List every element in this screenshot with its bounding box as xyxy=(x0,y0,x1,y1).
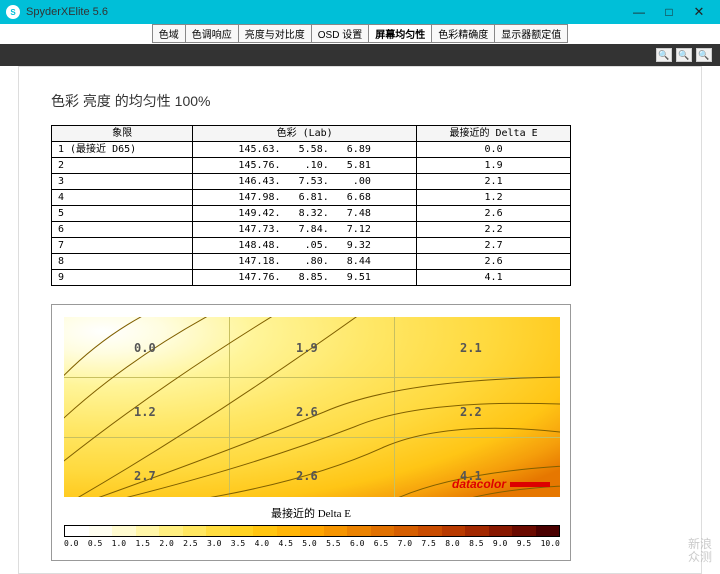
table-header: 象限 xyxy=(52,126,193,142)
table-row: 8147.18. .80. 8.442.6 xyxy=(52,254,571,270)
uniformity-table: 象限色彩 (Lab)最接近的 Delta E 1 (最接近 D65)145.63… xyxy=(51,125,571,286)
tab-3[interactable]: OSD 设置 xyxy=(312,24,369,43)
watermark: 新浪众测 xyxy=(688,538,712,564)
close-button[interactable]: ✕ xyxy=(684,4,714,20)
table-row: 1 (最接近 D65)145.63. 5.58. 6.890.0 xyxy=(52,142,571,158)
colorbar-ticks: 0.00.51.01.52.02.53.03.54.04.55.05.56.06… xyxy=(64,539,560,548)
table-row: 2145.76. .10. 5.811.9 xyxy=(52,158,571,174)
colorbar xyxy=(64,525,560,537)
colorbar-title: 最接近的 Delta E xyxy=(64,505,558,521)
zoom-fit-icon[interactable]: 🔍 xyxy=(696,48,712,62)
tab-bar: 色域色调响应亮度与对比度OSD 设置屏幕均匀性色彩精确度显示器额定值 xyxy=(0,24,720,44)
tab-5[interactable]: 色彩精确度 xyxy=(432,24,495,43)
tab-0[interactable]: 色域 xyxy=(152,24,186,43)
zone-value: 2.6 xyxy=(296,469,318,483)
zone-value: 2.1 xyxy=(460,341,482,355)
zone-value: 2.7 xyxy=(134,469,156,483)
zoom-in-icon[interactable]: 🔍 xyxy=(656,48,672,62)
titlebar: S SpyderXElite 5.6 — □ ✕ xyxy=(0,0,720,24)
zoom-out-icon[interactable]: 🔍 xyxy=(676,48,692,62)
table-row: 4147.98. 6.81. 6.681.2 xyxy=(52,190,571,206)
table-row: 3146.43. 7.53. .002.1 xyxy=(52,174,571,190)
report-heading: 色彩 亮度 的均匀性 100% xyxy=(51,91,669,111)
window-title: SpyderXElite 5.6 xyxy=(26,6,624,18)
tab-4[interactable]: 屏幕均匀性 xyxy=(369,24,432,43)
zone-value: 1.2 xyxy=(134,405,156,419)
zone-value: 2.6 xyxy=(296,405,318,419)
table-header: 最接近的 Delta E xyxy=(417,126,571,142)
report-canvas: 色彩 亮度 的均匀性 100% 象限色彩 (Lab)最接近的 Delta E 1… xyxy=(18,66,702,574)
maximize-button[interactable]: □ xyxy=(654,5,684,19)
table-row: 7148.48. .05. 9.322.7 xyxy=(52,238,571,254)
zone-value: 0.0 xyxy=(134,341,156,355)
contour-plot: datacolor 0.01.92.11.22.62.22.72.64.1 最接… xyxy=(51,304,571,561)
table-row: 6147.73. 7.84. 7.122.2 xyxy=(52,222,571,238)
zone-value: 2.2 xyxy=(460,405,482,419)
table-header: 色彩 (Lab) xyxy=(193,126,417,142)
tab-6[interactable]: 显示器额定值 xyxy=(495,24,568,43)
table-row: 5149.42. 8.32. 7.482.6 xyxy=(52,206,571,222)
table-row: 9147.76. 8.85. 9.514.1 xyxy=(52,270,571,286)
tab-1[interactable]: 色调响应 xyxy=(186,24,239,43)
zoom-toolbar: 🔍 🔍 🔍 xyxy=(0,44,720,66)
zone-value: 1.9 xyxy=(296,341,318,355)
zone-value: 4.1 xyxy=(460,469,482,483)
minimize-button[interactable]: — xyxy=(624,5,654,19)
tab-2[interactable]: 亮度与对比度 xyxy=(239,24,312,43)
app-icon: S xyxy=(6,5,20,19)
